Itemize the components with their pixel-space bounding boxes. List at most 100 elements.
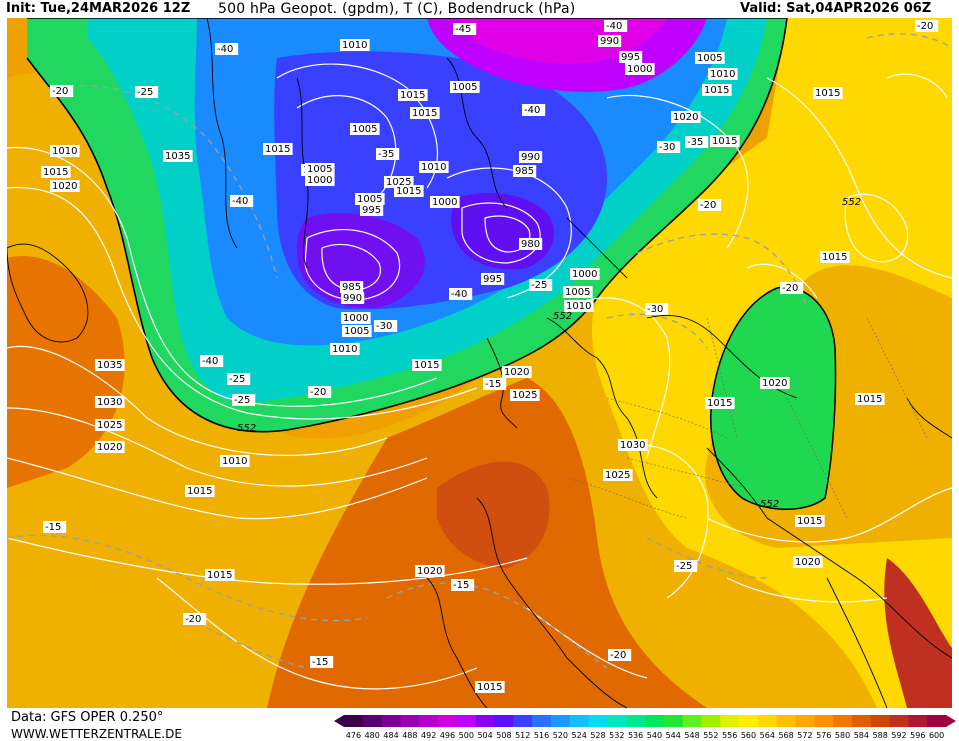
isobar-label-text: 990 xyxy=(343,293,362,304)
isobar-label-box xyxy=(220,455,250,467)
isobar-label-box xyxy=(412,359,442,371)
isobar-label: 990 xyxy=(519,151,543,163)
isobar-label-box xyxy=(50,180,80,192)
isobar-label: 1010 xyxy=(419,161,449,173)
colorbar-left-arrow xyxy=(334,715,344,727)
isobar-label-text: 1035 xyxy=(165,151,190,162)
temperature-label: -40 xyxy=(522,104,546,116)
colorbar-tick-label: 568 xyxy=(778,731,793,739)
colorbar-swatch xyxy=(927,715,947,727)
isobar-label: 1015 xyxy=(710,135,740,147)
colorbar-tick-label: 520 xyxy=(553,731,568,739)
colorbar-swatch xyxy=(645,715,665,727)
colorbar-tick-label: 512 xyxy=(515,731,530,739)
isobar-label-box xyxy=(563,286,593,298)
valid-time: Valid: Sat,04APR2026 06Z xyxy=(740,1,932,16)
isobar-label: 1015 xyxy=(795,515,825,527)
isobar-label-box xyxy=(570,268,600,280)
temperature-label-box xyxy=(674,560,698,572)
temperature-label-text: -40 xyxy=(606,21,622,32)
isobar-label-text: 1020 xyxy=(795,557,820,568)
isobar-label: 980 xyxy=(519,238,543,250)
temperature-label: -15 xyxy=(483,378,507,390)
isobar-label-box xyxy=(95,419,125,431)
isobar-label-text: 980 xyxy=(521,239,540,250)
colorbar-tick-label: 540 xyxy=(647,731,662,739)
temperature-label-box xyxy=(645,303,669,315)
colorbar-swatch xyxy=(833,715,853,727)
temperature-label-box xyxy=(529,279,553,291)
colorbar-swatch xyxy=(720,715,740,727)
isobar-label-text: 1015 xyxy=(207,570,232,581)
colorbar-swatch xyxy=(607,715,627,727)
isobar-label-text: 1010 xyxy=(566,301,591,312)
temperature-label: -30 xyxy=(657,141,681,153)
isobar-label-text: 1005 xyxy=(344,326,369,337)
isobar-label-text: 1015 xyxy=(187,486,212,497)
field-yellow xyxy=(592,18,952,708)
temperature-label-box xyxy=(915,20,939,32)
temperature-label-text: -40 xyxy=(202,356,218,367)
colorbar-swatch xyxy=(532,715,552,727)
colorbar-tick-label: 496 xyxy=(440,731,455,739)
isobar-label-box xyxy=(513,165,537,177)
temperature-label-text: -15 xyxy=(45,522,61,533)
isobar-label-text: 1030 xyxy=(620,440,645,451)
isobar-label-box xyxy=(340,39,370,51)
isobar-label-box xyxy=(50,145,80,157)
isobar-label-text: 1010 xyxy=(222,456,247,467)
isobar-label: 1020 xyxy=(760,377,790,389)
isobar-label-text: 1005 xyxy=(565,287,590,298)
isobar-label: 1020 xyxy=(793,556,823,568)
isobar-label: 1005 xyxy=(350,123,380,135)
temperature-label: -20 xyxy=(608,649,632,661)
colorbar-canvas: 476 480 484 488 492 496 500 504 508 512 516 520 524 5… xyxy=(334,715,956,739)
temperature-label-box xyxy=(227,373,251,385)
isobar-label: 1030 xyxy=(95,396,125,408)
temperature-label: -25 xyxy=(232,394,256,406)
isobar-label-box xyxy=(619,51,643,63)
temperature-label: -20 xyxy=(50,85,74,97)
map-footer: Data: GFS OPER 0.250° WWW.WETTERZENTRALE… xyxy=(0,709,959,741)
isobar-label: 1005 xyxy=(342,325,372,337)
isobar-label: 1025 xyxy=(603,469,633,481)
isobar-label-text: 1025 xyxy=(605,470,630,481)
isobar-label-box xyxy=(708,68,738,80)
isobar-label-box xyxy=(41,166,71,178)
temperature-label-box xyxy=(374,320,398,332)
colorbar-swatch xyxy=(456,715,477,727)
temperature-label: -20 xyxy=(698,199,722,211)
isobar-label-text: 1010 xyxy=(332,344,357,355)
isobar-label-box xyxy=(185,485,215,497)
isobar-label-text: 1020 xyxy=(417,566,442,577)
temperature-label: -20 xyxy=(915,20,939,32)
colorbar-swatch xyxy=(438,715,458,727)
isobar-label-box xyxy=(394,185,424,197)
isobar-label-text: 1005 xyxy=(357,194,382,205)
temperature-label-box xyxy=(230,195,254,207)
init-time: Init: Tue,24MAR2026 12Z xyxy=(6,1,191,16)
geopotential-label-layer: 552 552 552 552 xyxy=(237,197,861,510)
colorbar-tick-label: 476 xyxy=(346,731,361,739)
weather-map: 1010101510051005101510051015990995100010… xyxy=(7,18,952,708)
isobar-label-text: 1000 xyxy=(343,313,368,324)
colorbar-swatch xyxy=(795,715,815,727)
temperature-label-text: -15 xyxy=(485,379,501,390)
colorbar-swatch xyxy=(362,715,383,727)
isobar-label: 1005 xyxy=(695,52,725,64)
isobar-label-box xyxy=(415,565,445,577)
isobar-label-box xyxy=(625,63,655,75)
isobar-label: 1000 xyxy=(305,174,335,186)
isobar-label-box xyxy=(481,273,505,285)
isobar-label: 1015 xyxy=(705,397,735,409)
colorbar-tick-label: 508 xyxy=(496,731,511,739)
isobar-label-box xyxy=(350,123,380,135)
isobar-label-text: 1030 xyxy=(97,397,122,408)
temperature-label: -20 xyxy=(780,282,804,294)
isobar-label-box xyxy=(419,161,449,173)
isobar-label-text: 1025 xyxy=(386,177,411,188)
temperature-label-box xyxy=(232,394,256,406)
isobar-label-box xyxy=(305,163,335,175)
isobar-label: 1010 xyxy=(50,145,80,157)
isobar-label-box xyxy=(475,681,505,693)
